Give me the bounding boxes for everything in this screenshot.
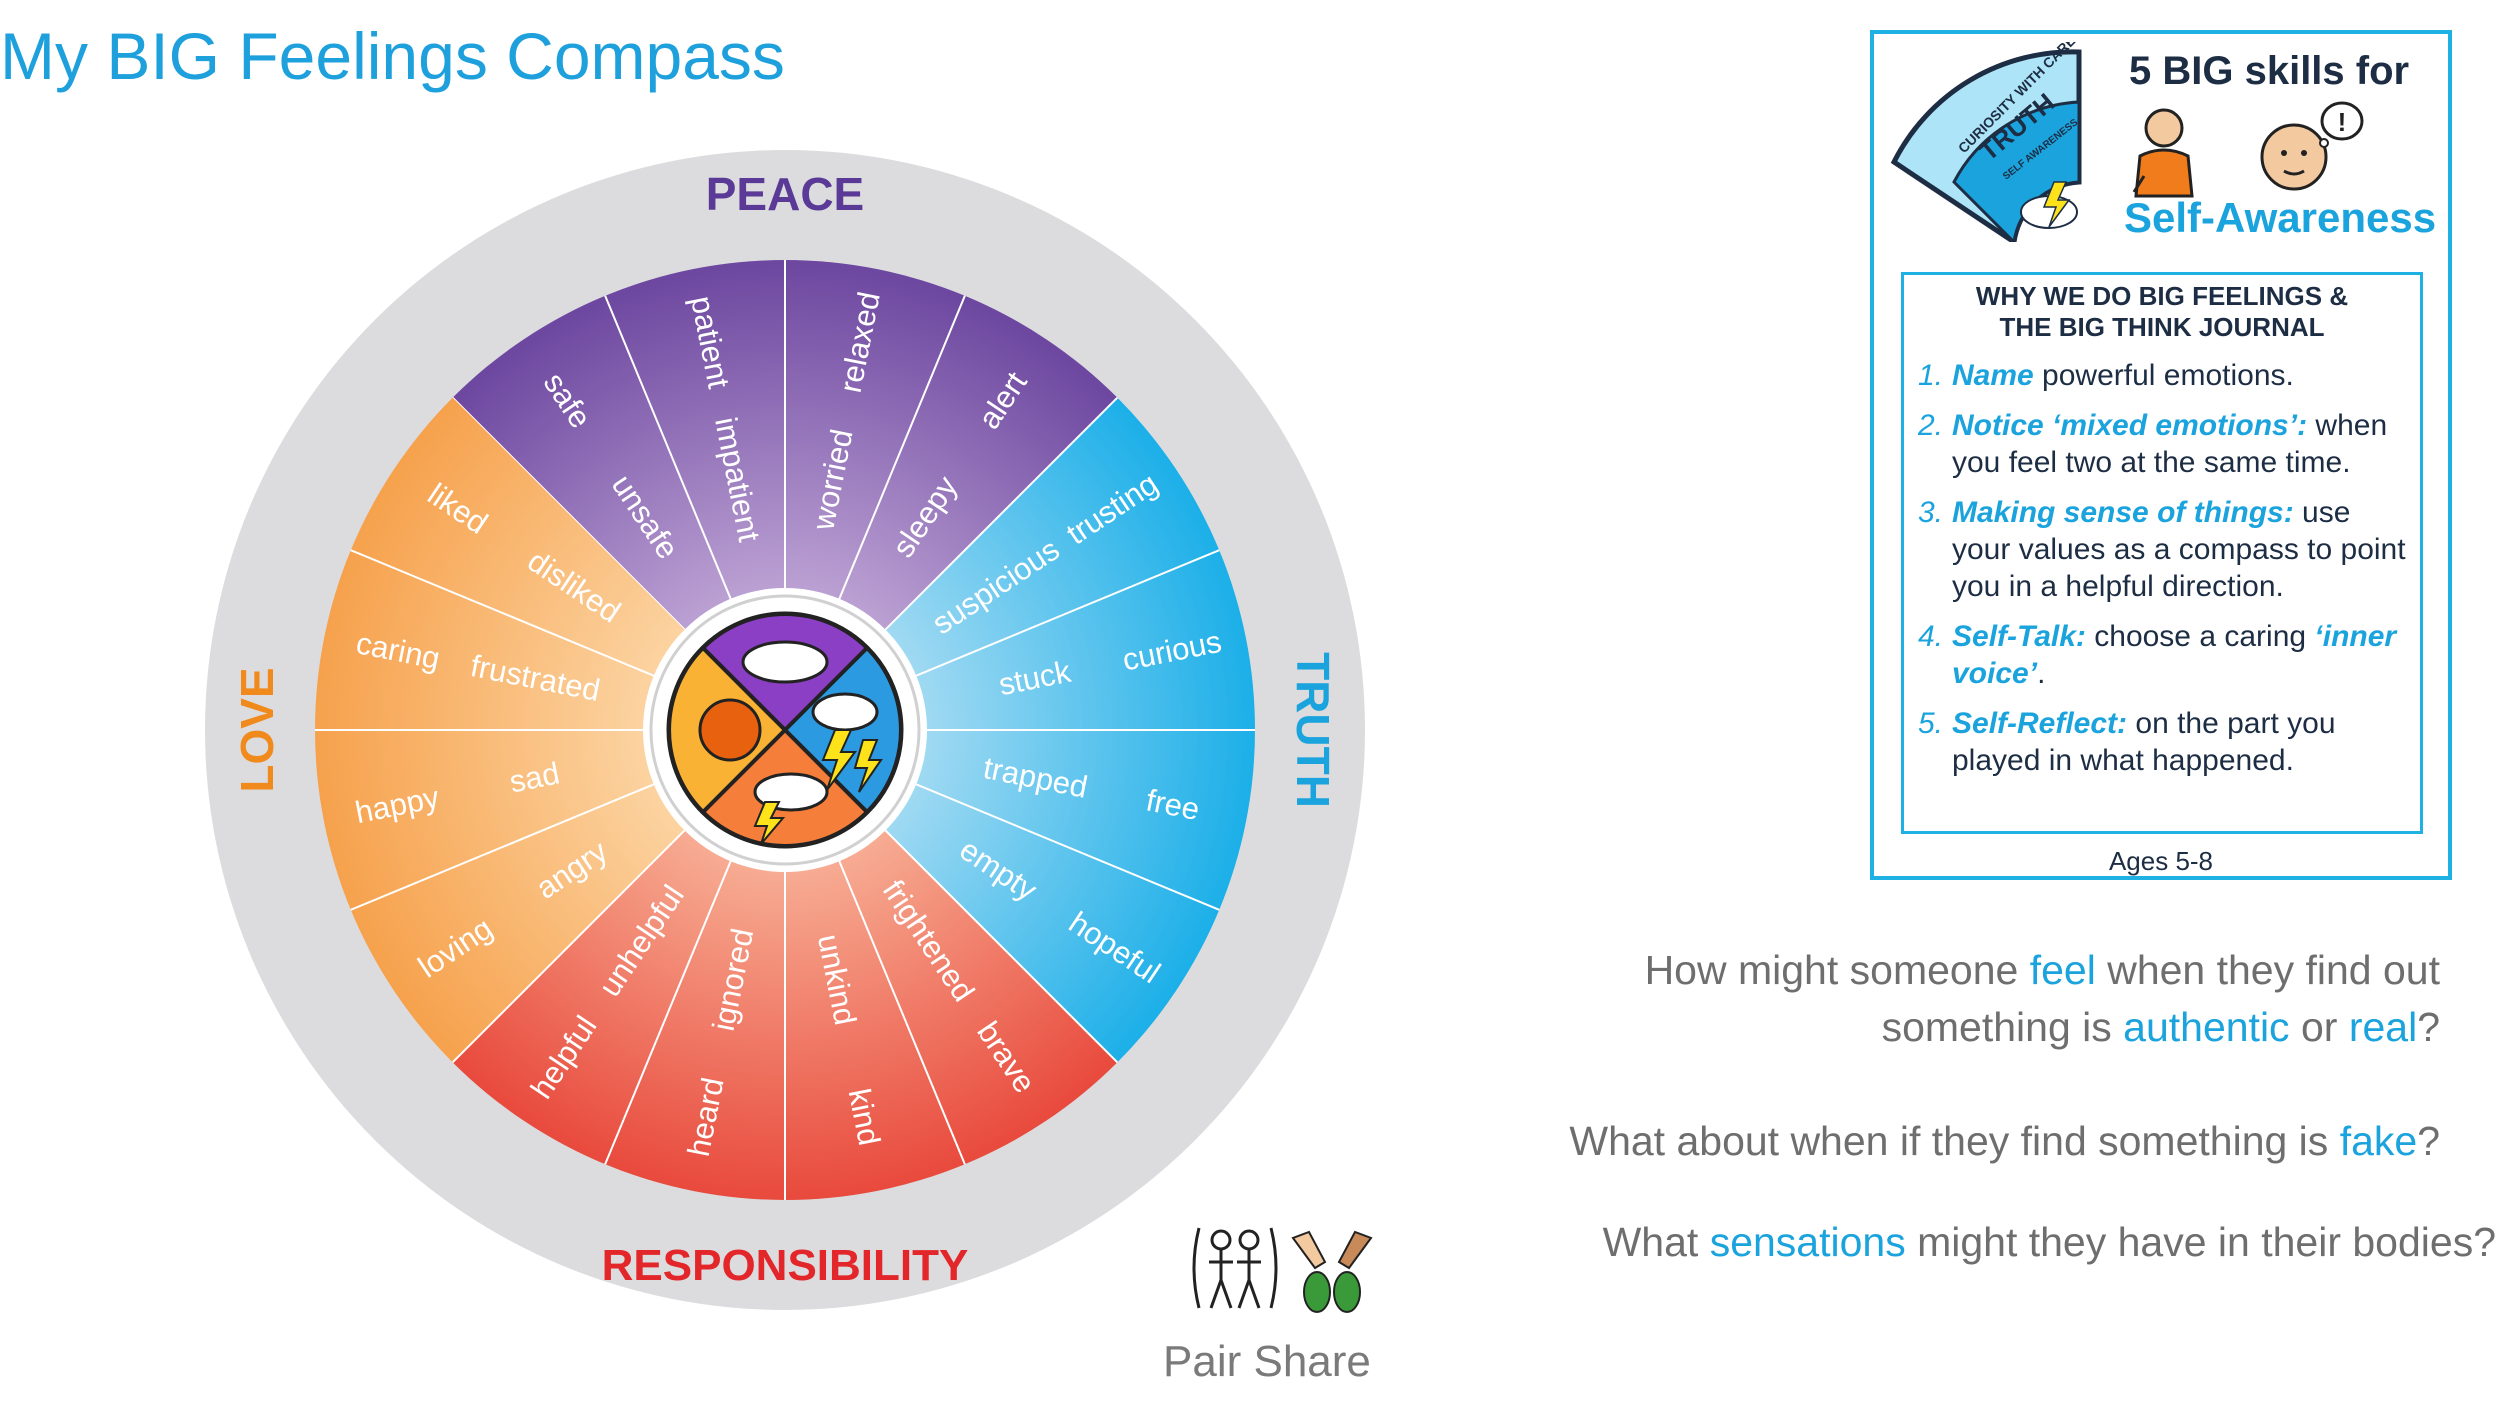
skills-list: 1. Name powerful emotions. 2. Notice ‘mixe… <box>1904 357 2420 779</box>
segment-divider <box>350 549 655 677</box>
segment-divider <box>838 860 966 1165</box>
value-label-peace: PEACE <box>706 168 864 220</box>
segment-divider <box>915 783 1220 911</box>
segment-divider <box>884 829 1119 1064</box>
journal-box: WHY WE DO BIG FEELINGS & THE BIG THINK J… <box>1901 272 2423 834</box>
person-icon <box>2132 108 2194 198</box>
value-label-responsibility: RESPONSIBILITY <box>602 1241 969 1290</box>
card-heading: 5 BIG skills for <box>2129 49 2410 93</box>
segment-divider <box>604 860 732 1165</box>
truth-fan-badge: CURIOSITY WITH CARE TRUTH SELF AWARENESS <box>1890 42 2082 242</box>
question-2: What about when if they find something i… <box>1569 1118 2440 1164</box>
card-subheading: Self-Awareness <box>2124 194 2437 241</box>
journal-heading-line-2: THE BIG THINK JOURNAL <box>1999 312 2325 342</box>
value-label-love: LOVE <box>231 667 283 792</box>
skills-card: CURIOSITY WITH CARE TRUTH SELF AWARENESS… <box>1870 30 2452 880</box>
segment-divider <box>838 295 966 600</box>
list-item: 1. Name powerful emotions. <box>1918 359 2294 392</box>
journal-heading: WHY WE DO BIG FEELINGS & THE BIG THINK J… <box>1904 281 2420 343</box>
question-3: What sensations might they have in their… <box>1602 1219 2496 1265</box>
value-label-truth: TRUTH <box>1287 652 1339 808</box>
page-title: My BIG Feelings Compass <box>0 19 785 93</box>
thinking-face-icon: ! <box>2260 101 2364 191</box>
list-item: 2. Notice ‘mixed emotions’: when you feel… <box>1918 409 2388 479</box>
segment-divider <box>884 396 1119 631</box>
pair-share-label: Pair Share <box>1163 1337 1371 1386</box>
segment-divider <box>350 783 655 911</box>
segment-divider <box>451 829 686 1064</box>
segment-divider <box>915 549 1220 677</box>
list-item: 3. Making sense of things: use your value… <box>1918 496 2406 603</box>
feelings-compass: safeunsafepatientimpatientrelaxedworried… <box>205 150 1365 1310</box>
question-1: How might someone feel when they find ou… <box>1644 947 2440 1050</box>
ages-label: Ages 5-8 <box>2108 846 2214 876</box>
list-item: 4. Self-Talk: choose a caring ‘inner voic… <box>1918 620 2397 690</box>
list-item: 5. Self-Reflect: on the part you played i… <box>1918 707 2336 777</box>
journal-heading-line-1: WHY WE DO BIG FEELINGS & <box>1975 281 2349 311</box>
svg-text:!: ! <box>2338 107 2347 137</box>
weather-emblem <box>666 611 904 849</box>
pair-share-icon <box>1192 1227 1373 1313</box>
segment-divider <box>604 295 732 600</box>
